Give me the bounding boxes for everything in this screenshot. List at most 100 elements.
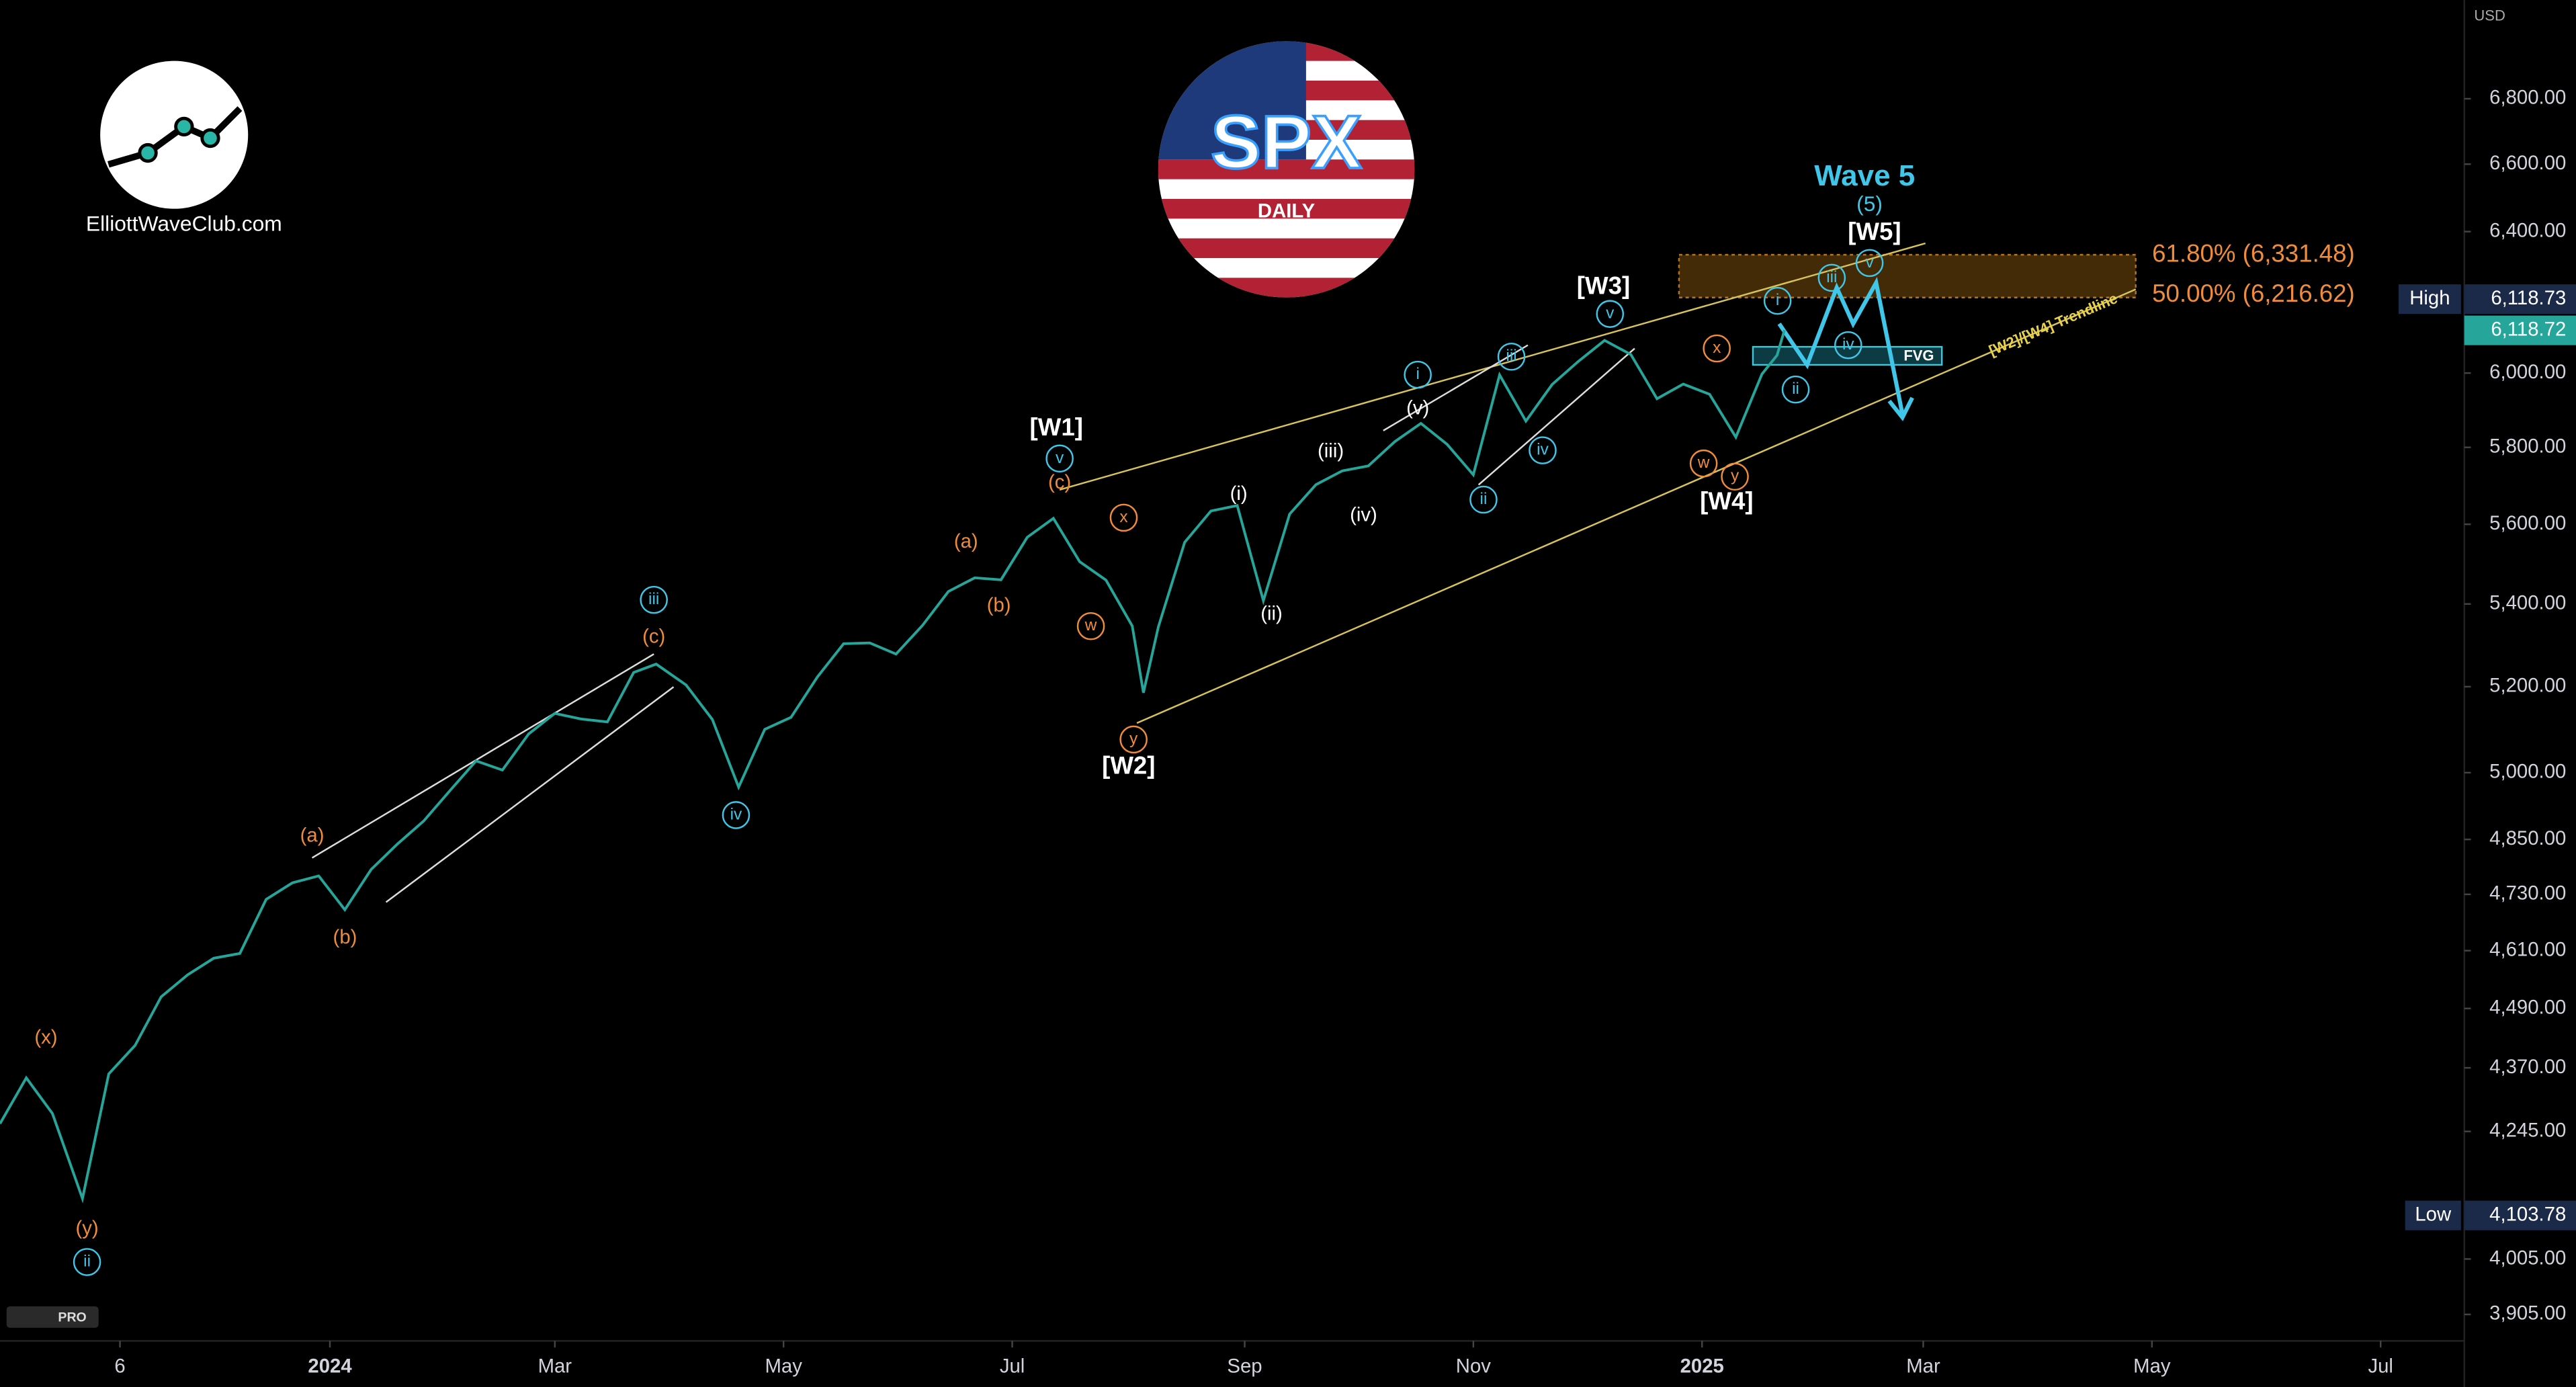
- price-line: [0, 329, 1786, 1204]
- wave-label: w: [1697, 454, 1710, 472]
- wave-label: (b): [333, 926, 357, 948]
- wave-circle: [1689, 449, 1718, 478]
- y-tick-label: 4,730.00: [2489, 882, 2566, 905]
- wave-label: iv: [730, 805, 742, 823]
- logo-title: SPX: [1211, 99, 1362, 184]
- wave-label: (v): [1406, 397, 1429, 419]
- annotation: [W4]: [1700, 487, 1753, 515]
- x-tick-label: 6: [114, 1355, 125, 1377]
- wave-label: ii: [1480, 490, 1488, 508]
- wave-circle: [1763, 286, 1792, 315]
- wave-label: i: [1416, 365, 1419, 383]
- high-box: [2398, 284, 2461, 314]
- tv-badge: [6, 1306, 99, 1328]
- wave-circle: [1045, 444, 1074, 473]
- x-tick-label: Mar: [538, 1355, 572, 1377]
- projection-arrow: [1887, 396, 1914, 421]
- fib-label: 50.00% (6,216.62): [2152, 280, 2355, 307]
- y-tick-label: 6,800.00: [2489, 87, 2566, 109]
- wave-label: (c): [1048, 471, 1071, 493]
- y-tick-label: 5,800.00: [2489, 435, 2566, 457]
- wave-label: iii: [648, 590, 659, 608]
- fib-label: 61.80% (6,331.48): [2152, 239, 2355, 267]
- y-tick-label: 3,905.00: [2489, 1302, 2566, 1325]
- brand-name: ElliottWaveClub.com: [86, 212, 282, 236]
- wave-label: (iv): [1350, 504, 1377, 526]
- wave-circle: [1834, 331, 1862, 360]
- y-tick-label: 6,600.00: [2489, 152, 2566, 174]
- low-value-box: [2464, 1200, 2576, 1230]
- wave-label: iv: [1842, 335, 1854, 353]
- y-tick-label: 5,200.00: [2489, 675, 2566, 697]
- y-tick-label: 4,490.00: [2489, 996, 2566, 1018]
- wave-label: x: [1119, 508, 1127, 526]
- wave-label: i: [1776, 291, 1779, 309]
- x-tick-label: 2024: [308, 1355, 352, 1377]
- wave-circle: [1497, 342, 1526, 371]
- wave-circle: [1721, 462, 1749, 491]
- y-tick-label: 5,400.00: [2489, 592, 2566, 614]
- channel-line: [311, 653, 654, 859]
- wave-label: v: [1606, 304, 1615, 323]
- y-tick-label: 5,600.00: [2489, 512, 2566, 534]
- wave-label: w: [1084, 616, 1097, 634]
- wave-label: (x): [34, 1026, 57, 1048]
- projection-path: [1777, 277, 1905, 415]
- x-tick-label: Jul: [1000, 1355, 1025, 1377]
- low-box: [2405, 1200, 2461, 1230]
- wave-circle: [1596, 300, 1625, 328]
- wave-circle: [1404, 360, 1432, 389]
- y-tick-label: 4,850.00: [2489, 827, 2566, 849]
- last-price: 6,118.72: [2491, 318, 2566, 340]
- y-tick-label: 6,400.00: [2489, 219, 2566, 241]
- wave-circle: [1855, 249, 1884, 278]
- logo-icon: [200, 128, 220, 149]
- wave-label: (a): [954, 530, 978, 552]
- badge-text: PRO: [58, 1310, 86, 1325]
- x-tick-label: May: [765, 1355, 802, 1377]
- wave-circle: [73, 1248, 101, 1276]
- fib-zone: [1678, 253, 2137, 298]
- wave-label: (y): [75, 1217, 98, 1239]
- x-tick-label: Sep: [1227, 1355, 1262, 1377]
- trendline: [1136, 288, 2137, 724]
- wave-label: (c): [642, 626, 665, 648]
- annotation: [W1]: [1030, 413, 1083, 441]
- channel-line: [385, 686, 675, 903]
- annotation: [W5]: [1848, 218, 1901, 245]
- wave-label: (i): [1230, 482, 1248, 505]
- logo-icon: [138, 142, 158, 163]
- low-name: Low: [2415, 1203, 2452, 1225]
- wave-circle: [1076, 612, 1105, 640]
- x-tick-label: Mar: [1906, 1355, 1940, 1377]
- channel-line: [1477, 347, 1635, 486]
- wave-circle: [1119, 725, 1148, 754]
- wave-label: ii: [1792, 380, 1799, 398]
- wave-circle: [722, 801, 750, 829]
- logo-subtitle: DAILY: [1258, 200, 1316, 222]
- wave-label: y: [1731, 467, 1740, 485]
- wave-circle: [1529, 436, 1557, 464]
- y-tick-label: 4,245.00: [2489, 1119, 2566, 1141]
- wave-circle: [640, 585, 668, 614]
- low-value: 4,103.78: [2489, 1203, 2566, 1225]
- wave-label: (ii): [1260, 602, 1283, 624]
- high-value: 6,118.73: [2491, 287, 2566, 309]
- channel-line: [1383, 344, 1529, 431]
- wave-label: v: [1865, 253, 1874, 271]
- y-tick-label: 5,000.00: [2489, 761, 2566, 783]
- wave-label: (a): [300, 824, 325, 846]
- wave-label: iii: [1506, 347, 1516, 365]
- y-tick-label: 4,610.00: [2489, 938, 2566, 960]
- wave-label: ii: [83, 1252, 91, 1270]
- wave-label: (iii): [1318, 439, 1344, 462]
- wave-label: x: [1713, 339, 1721, 357]
- annotation: [W3]: [1577, 272, 1630, 300]
- y-tick-label: 4,370.00: [2489, 1056, 2566, 1078]
- last-price-box: [2464, 315, 2576, 345]
- annotation: (5): [1856, 192, 1883, 216]
- annotation: [W2]: [1102, 752, 1155, 780]
- wave-label: iv: [1537, 441, 1549, 459]
